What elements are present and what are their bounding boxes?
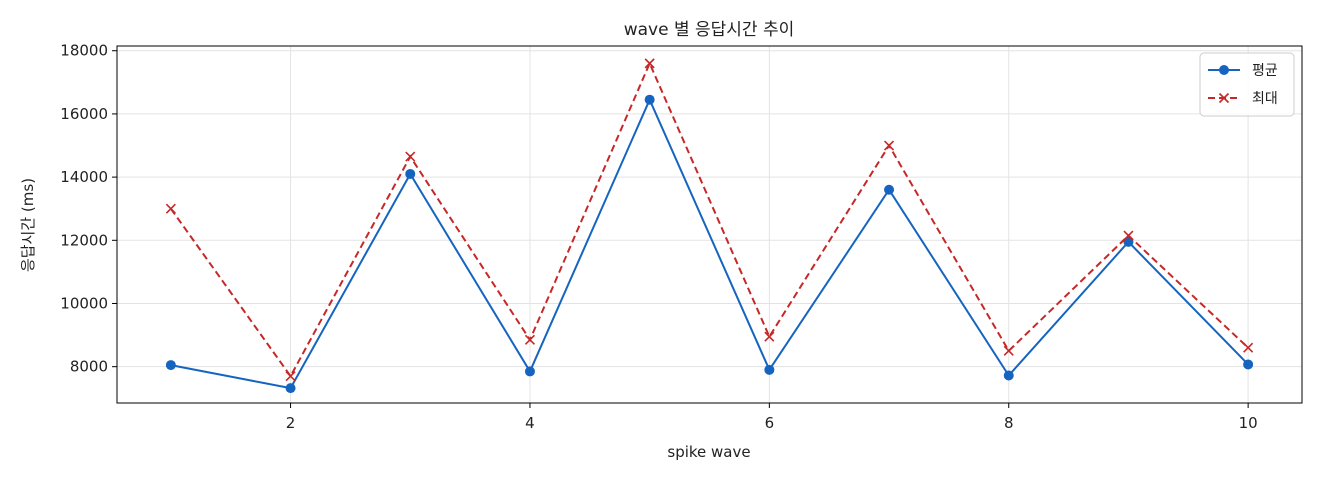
data-point (1003, 345, 1014, 356)
data-point (405, 151, 416, 162)
series-0 (165, 94, 1254, 394)
y-axis-ticks: 8000 10000 12000 14000 16000 18000 (60, 42, 117, 376)
data-point (165, 360, 176, 371)
data-point (644, 58, 655, 69)
series-line (170, 97, 1249, 390)
grid (117, 46, 1302, 403)
data-point (764, 364, 775, 375)
series-1 (165, 58, 1254, 382)
data-point (1123, 230, 1134, 241)
data-point (285, 383, 296, 394)
series-layer (165, 58, 1254, 394)
legend-marker (1218, 92, 1230, 104)
data-point (884, 184, 895, 195)
y-tick-label: 12000 (60, 231, 108, 249)
data-point (644, 94, 655, 105)
data-point (1123, 236, 1134, 247)
x-tick-label: 10 (1239, 414, 1258, 432)
y-tick-label: 18000 (60, 42, 108, 60)
x-tick-label: 2 (286, 414, 296, 432)
data-point (285, 371, 296, 382)
x-tick-label: 4 (525, 414, 535, 432)
y-tick-label: 16000 (60, 105, 108, 123)
data-point (883, 140, 895, 151)
legend-item-0: 평균 (1208, 63, 1278, 79)
legend-item-1: 최대 (1208, 91, 1278, 107)
y-axis-label: 응답시간 (ms) (19, 178, 37, 272)
plot-frame (116, 45, 1303, 404)
x-tick-label: 6 (765, 414, 775, 432)
y-tick-label: 10000 (60, 294, 108, 312)
legend-label: 최대 (1252, 91, 1278, 107)
x-axis-ticks: 2 4 6 8 10 (286, 403, 1258, 432)
data-point (405, 168, 416, 179)
data-point (524, 334, 536, 345)
series-line (170, 60, 1249, 379)
y-tick-label: 14000 (60, 168, 108, 186)
data-point (1243, 359, 1254, 370)
data-point (165, 203, 176, 214)
data-point (1003, 370, 1014, 381)
x-axis-label: spike wave (667, 443, 750, 461)
legend-label: 평균 (1252, 63, 1278, 79)
chart-title: wave 별 응답시간 추이 (624, 20, 795, 40)
data-point (764, 331, 775, 342)
y-tick-label: 8000 (70, 358, 108, 376)
data-point (1243, 342, 1254, 353)
legend-marker (1219, 65, 1229, 75)
data-point (524, 366, 535, 377)
x-tick-label: 8 (1004, 414, 1014, 432)
legend-box (1199, 52, 1295, 117)
